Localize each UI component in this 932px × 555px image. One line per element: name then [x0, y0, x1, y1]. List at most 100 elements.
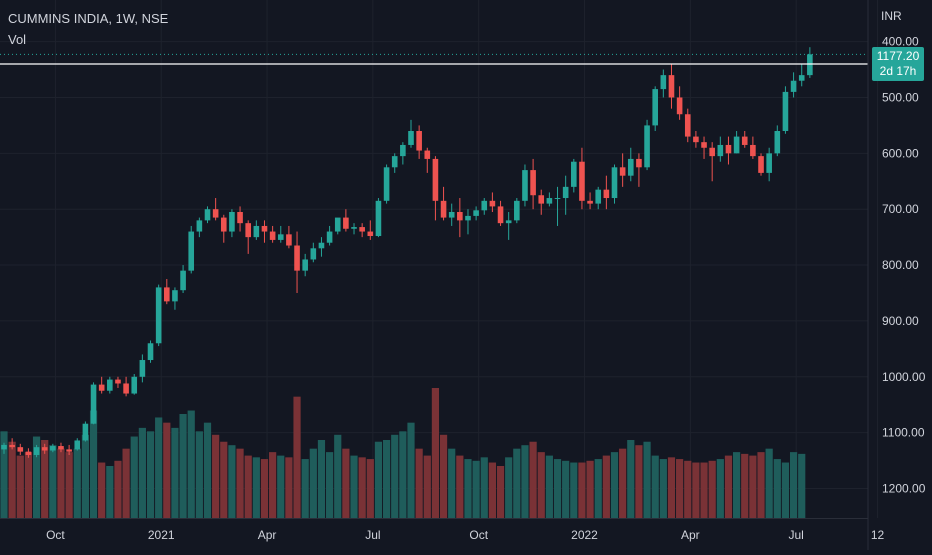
- candle-body: [652, 89, 658, 126]
- time-tick-label: 2021: [148, 528, 175, 542]
- time-tick-label: Apr: [681, 528, 700, 542]
- candle-body: [538, 195, 545, 204]
- price-tick-label: 500.00: [882, 90, 919, 104]
- candle-body: [611, 167, 618, 199]
- volume-bar: [448, 448, 456, 518]
- volume-bars: [0, 388, 806, 518]
- candle-body: [627, 158, 634, 176]
- candle-body: [448, 211, 455, 218]
- volume-bar: [89, 410, 98, 518]
- volume-bar: [773, 459, 781, 518]
- candle-body: [17, 447, 24, 452]
- volume-bar: [480, 457, 488, 518]
- volume-bar: [391, 434, 399, 518]
- chart-legend: CUMMINS INDIA, 1W, NSE Vol: [8, 10, 168, 49]
- candle-body: [196, 220, 203, 232]
- volume-bar: [122, 448, 130, 518]
- volume-bar: [317, 440, 326, 518]
- volume-bar: [65, 452, 73, 518]
- volume-bar: [619, 448, 627, 518]
- volume-bar: [49, 445, 57, 518]
- candle-body: [391, 156, 398, 168]
- candle-body: [400, 144, 406, 157]
- volume-bar: [285, 457, 293, 518]
- candle-body: [758, 156, 764, 173]
- volume-bar: [342, 448, 350, 518]
- candle-body: [530, 170, 536, 196]
- volume-bar: [684, 460, 692, 518]
- volume-bar: [798, 453, 806, 518]
- candle-body: [131, 376, 138, 394]
- volume-bar: [203, 422, 212, 518]
- candle-body: [1, 444, 7, 450]
- candle-body: [326, 231, 333, 243]
- candle-body: [82, 423, 89, 441]
- candle-body: [277, 234, 284, 240]
- candle-body: [693, 136, 699, 143]
- volume-bar: [781, 462, 790, 518]
- volume-bar: [472, 460, 480, 518]
- volume-bar: [350, 455, 358, 518]
- volume-bar: [635, 445, 643, 518]
- volume-bar: [749, 455, 757, 518]
- volume-bar: [643, 441, 651, 518]
- candle-body: [204, 209, 211, 221]
- price-tick-label: 400.00: [882, 35, 919, 49]
- volume-bar: [366, 459, 374, 518]
- candle-body: [807, 54, 813, 76]
- candle-body: [286, 234, 292, 246]
- volume-bar: [98, 462, 106, 518]
- candle-body: [253, 225, 260, 238]
- candle-body: [123, 383, 129, 394]
- volume-bar: [716, 459, 724, 518]
- currency-label: INR: [881, 9, 902, 23]
- candle-body: [334, 217, 341, 232]
- volume-label: Vol: [8, 32, 27, 47]
- time-tick-label: Apr: [258, 528, 277, 542]
- candle-body: [497, 206, 504, 224]
- candle-body: [733, 136, 740, 154]
- volume-bar: [212, 434, 220, 518]
- time-tick-label: Jul: [365, 528, 380, 542]
- candle-body: [473, 210, 479, 216]
- candle-body: [505, 220, 512, 224]
- volume-bar: [309, 448, 317, 518]
- candle-body: [440, 200, 447, 218]
- volume-bar: [41, 440, 49, 518]
- volume-bar: [676, 459, 684, 518]
- volume-bar: [195, 431, 203, 518]
- volume-bar: [562, 460, 570, 518]
- candle-body: [660, 75, 667, 90]
- volume-bar: [505, 457, 513, 518]
- volume-bar: [439, 434, 448, 518]
- volume-bar: [708, 460, 716, 518]
- candle-body: [514, 200, 520, 221]
- candle-body: [684, 114, 691, 137]
- candle-body: [587, 200, 593, 204]
- price-tick-label: 800.00: [882, 258, 919, 272]
- candle-body: [546, 198, 553, 204]
- candle-body: [489, 200, 496, 207]
- price-tick-label: 600.00: [882, 146, 919, 160]
- volume-bar: [260, 459, 269, 518]
- candle-body: [619, 167, 626, 176]
- volume-bar: [301, 459, 309, 518]
- volume-bar: [488, 462, 496, 518]
- volume-bar: [138, 427, 146, 518]
- candle-body: [9, 444, 15, 448]
- candle-body: [58, 446, 64, 450]
- candle-body: [74, 440, 81, 450]
- volume-bar: [57, 448, 65, 518]
- volume-bar: [529, 441, 537, 518]
- candle-body: [636, 158, 642, 168]
- volume-bar: [415, 448, 423, 518]
- candle-body: [41, 447, 48, 451]
- candle-body: [212, 209, 219, 218]
- candle-body: [220, 217, 227, 232]
- candle-body: [709, 147, 715, 157]
- volume-bar: [651, 455, 659, 518]
- volume-bar: [594, 459, 602, 518]
